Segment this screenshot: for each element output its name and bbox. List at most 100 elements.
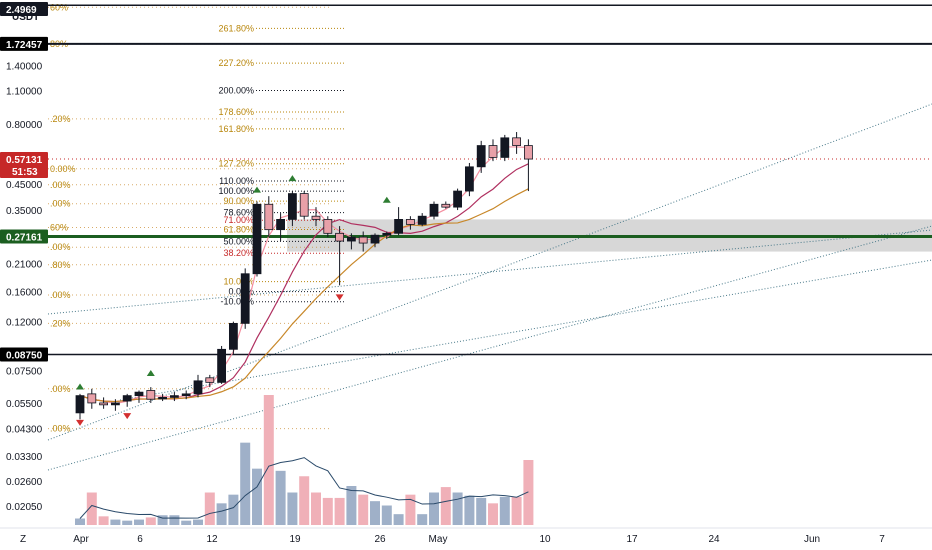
left-fib-label: 0.00% xyxy=(50,164,76,174)
candle-body[interactable] xyxy=(146,390,156,400)
volume-bar xyxy=(110,519,121,525)
candle-body[interactable] xyxy=(276,219,286,231)
candle-body[interactable] xyxy=(228,322,238,350)
price-tag-bg xyxy=(0,347,48,362)
volume-bar xyxy=(358,494,369,525)
candle-body[interactable] xyxy=(441,203,451,208)
volume-bar xyxy=(169,515,180,525)
x-tick-label: 24 xyxy=(708,534,720,545)
candle-body[interactable] xyxy=(87,393,97,404)
fib-label: 161.80% xyxy=(218,124,254,134)
countdown-label: 51:53 xyxy=(12,167,38,178)
left-fib-label: .00% xyxy=(50,242,71,252)
candle-body[interactable] xyxy=(524,145,533,160)
candle-body[interactable] xyxy=(122,395,132,402)
candle-body[interactable] xyxy=(358,236,368,244)
candle-body[interactable] xyxy=(476,145,486,168)
y-tick-label: 1.10000 xyxy=(6,87,43,98)
volume-bar xyxy=(98,516,109,525)
volume-bar xyxy=(193,519,203,525)
candle-body[interactable] xyxy=(169,395,179,398)
left-fib-label: .00% xyxy=(50,384,71,394)
candle-body[interactable] xyxy=(464,166,474,192)
volume-bar xyxy=(252,468,262,525)
candle-body[interactable] xyxy=(382,232,392,236)
candle-body[interactable] xyxy=(405,219,415,225)
x-tick-label: Jun xyxy=(804,534,820,545)
candle-body[interactable] xyxy=(181,393,191,397)
price-tag-label: 2.4969 xyxy=(6,5,37,16)
candle-body[interactable] xyxy=(311,215,321,220)
fib-label: 10.00% xyxy=(223,277,254,287)
candle-body[interactable] xyxy=(111,402,120,406)
volume-bar xyxy=(204,492,215,525)
candle-body[interactable] xyxy=(346,236,356,242)
candle-body[interactable] xyxy=(299,193,309,217)
candle-body[interactable] xyxy=(394,219,404,234)
candle-body[interactable] xyxy=(370,234,380,244)
fib-label: 100.00% xyxy=(218,186,254,196)
price-tag-bg xyxy=(0,2,48,16)
left-fib-label: .00% xyxy=(50,290,71,300)
x-tick-label: 26 xyxy=(374,534,386,545)
candle-body[interactable] xyxy=(429,203,439,217)
signal-up-arrow xyxy=(146,370,155,377)
fib-label: 127.20% xyxy=(218,159,254,169)
zoom-icon[interactable]: Z xyxy=(20,534,26,545)
trendline-layer xyxy=(47,103,932,471)
volume-bar xyxy=(311,492,321,525)
candle-body[interactable] xyxy=(240,273,250,324)
price-tag-label: 0.57131 xyxy=(6,155,43,166)
volume-bar xyxy=(511,496,522,525)
volume-bar xyxy=(429,492,439,525)
left-fib-label: .00% xyxy=(50,424,71,434)
x-axis: Apr 6 12 19 26 May 10 17 24 Jun 7 Z xyxy=(0,527,932,545)
volume-bar xyxy=(334,497,345,525)
left-fib-label: .80% xyxy=(50,260,71,270)
fib-label: 200.00% xyxy=(218,85,254,95)
x-tick-label: 7 xyxy=(879,534,885,545)
candle-body[interactable] xyxy=(75,395,85,414)
candle-body[interactable] xyxy=(500,137,510,158)
quote-currency-label: USDT xyxy=(12,12,39,23)
x-tick-label: Apr xyxy=(73,534,89,545)
candle-body[interactable] xyxy=(193,380,203,395)
y-tick-label: 1.40000 xyxy=(6,62,43,73)
candle-body[interactable] xyxy=(335,232,345,242)
signal-up-arrow xyxy=(382,196,391,203)
signal-down-arrow xyxy=(335,294,344,301)
moving-averages-layer xyxy=(79,146,529,405)
horizontal-lines-layer xyxy=(48,4,932,356)
candle-body[interactable] xyxy=(287,193,297,220)
price-tag-bg xyxy=(0,152,48,178)
candle-body[interactable] xyxy=(99,402,108,406)
candle-body[interactable] xyxy=(453,190,463,208)
volume-bar xyxy=(287,492,298,525)
candle-body[interactable] xyxy=(205,377,215,383)
x-tick-label: 6 xyxy=(137,534,143,545)
x-tick-label: 12 xyxy=(206,534,218,545)
candle-body[interactable] xyxy=(417,215,427,225)
volume-ma-line xyxy=(79,457,529,519)
price-tag-bg xyxy=(0,36,48,51)
left-fib-label: 60% xyxy=(50,2,68,12)
candle-body[interactable] xyxy=(512,137,521,146)
left-fib-label: .00% xyxy=(50,180,71,190)
volume-layer xyxy=(75,395,534,525)
candle-body[interactable] xyxy=(134,391,144,397)
candle-body[interactable] xyxy=(217,348,227,383)
fib-label: 50.00% xyxy=(223,236,254,246)
candle-body[interactable] xyxy=(158,397,168,400)
y-tick-label: 0.03300 xyxy=(6,452,43,463)
y-tick-label: 0.45000 xyxy=(6,180,43,191)
candles-layer xyxy=(75,132,533,420)
candle-body[interactable] xyxy=(252,203,262,275)
candle-body[interactable] xyxy=(264,203,274,231)
volume-bar xyxy=(240,442,251,525)
volume-bar xyxy=(499,496,510,525)
candle-body[interactable] xyxy=(323,219,333,234)
candle-body[interactable] xyxy=(488,145,498,158)
